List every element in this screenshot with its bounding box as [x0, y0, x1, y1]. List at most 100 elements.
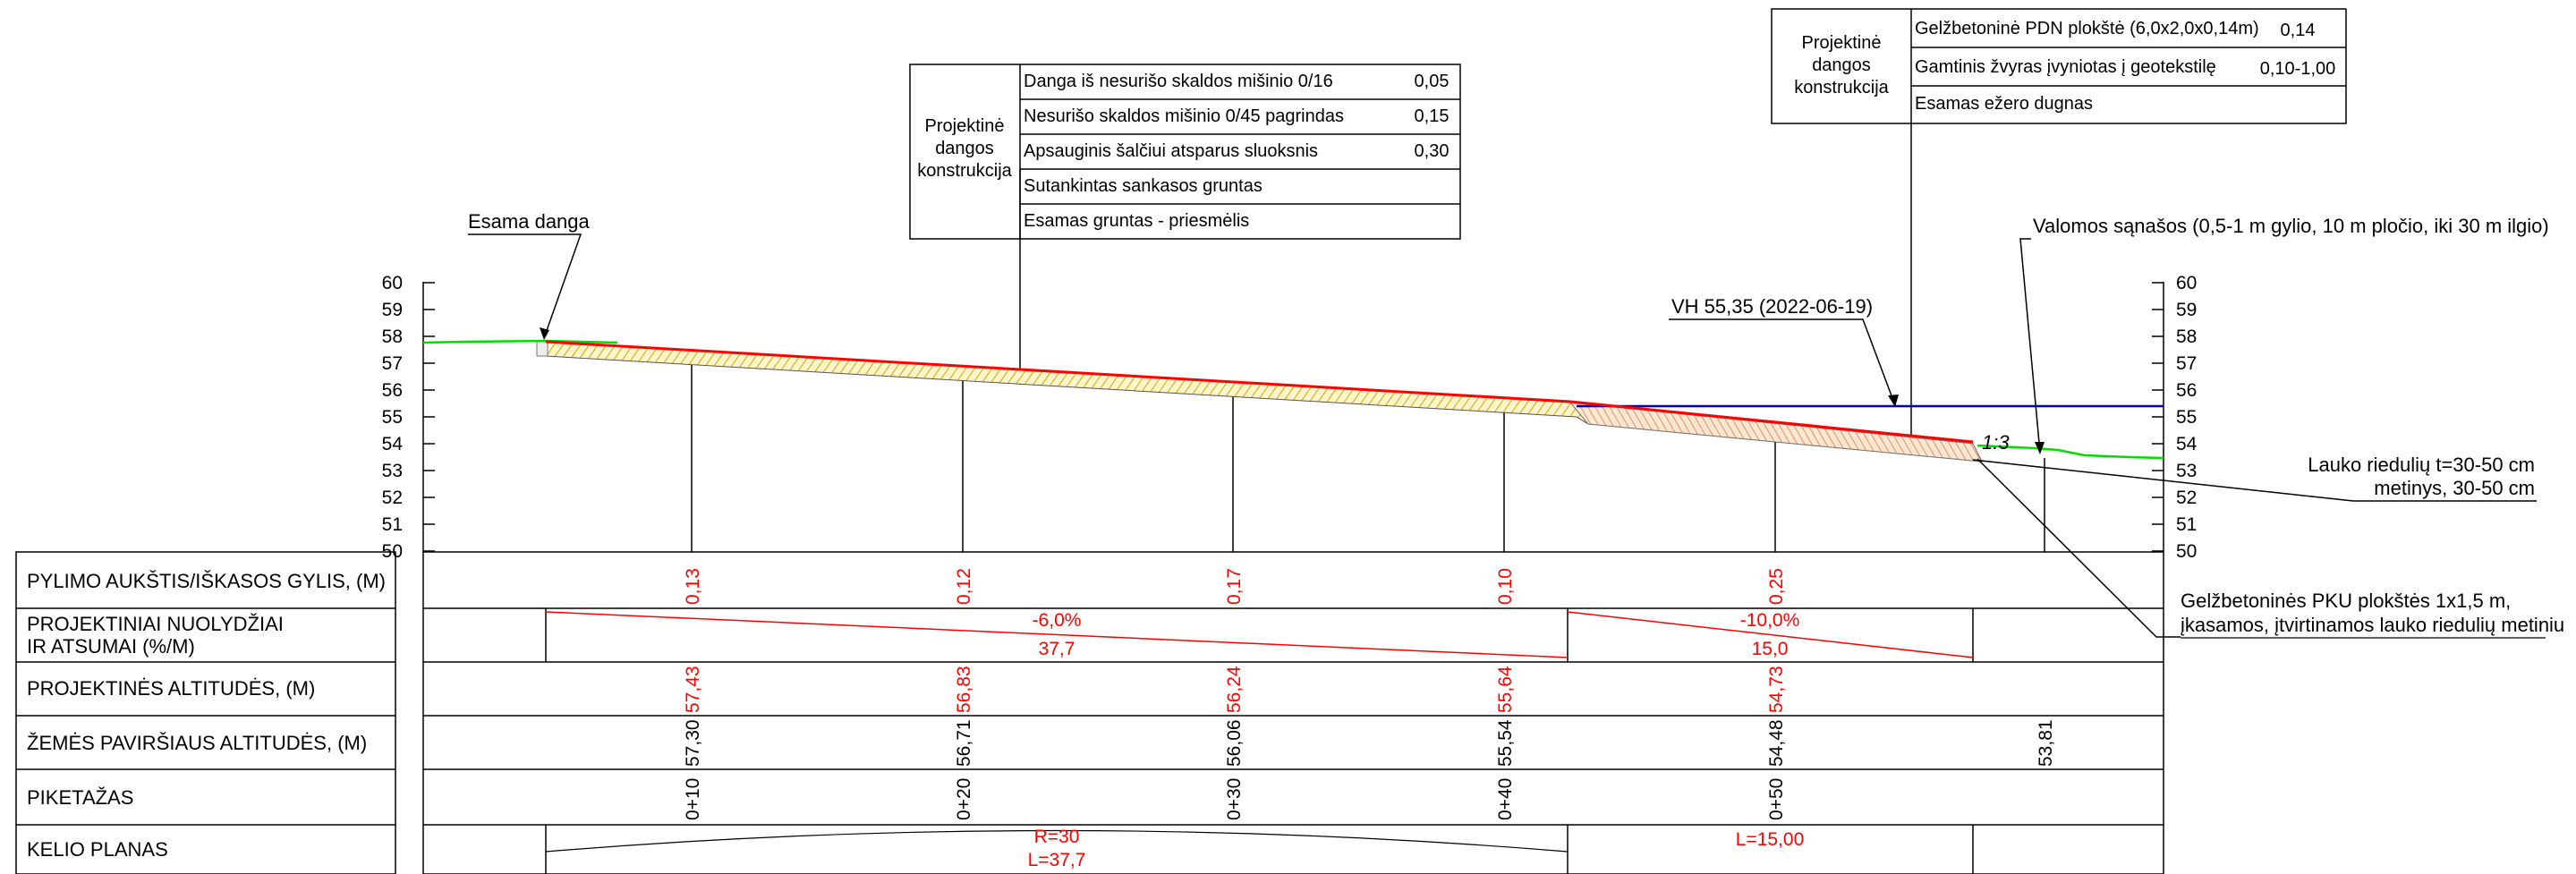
cleared-deposits-leader — [2019, 238, 2041, 454]
fill-height-value: 0,13 — [683, 568, 703, 605]
existing-ground-shape — [536, 341, 548, 357]
right-tick-53: 53 — [2176, 461, 2197, 481]
legend-middle-title-3: konstrukcija — [917, 161, 1012, 181]
legend-middle-row-1-value: 0,05 — [1415, 72, 1450, 91]
legend-middle-row-2-value: 0,15 — [1415, 106, 1450, 126]
right-tick-58: 58 — [2176, 327, 2197, 347]
water-level-label: VH 55,35 (2022-06-19) — [1671, 295, 1873, 318]
left-tick-51: 51 — [382, 514, 403, 535]
ground-altitude-value: 56,06 — [1224, 719, 1245, 767]
plan-curve — [545, 829, 1569, 853]
right-tick-50: 50 — [2176, 541, 2197, 562]
legend-middle-row-4: Sutankintas sankasos gruntas — [1024, 176, 1262, 196]
design-altitude-value: 54,73 — [1766, 666, 1787, 713]
legend-right-row-1-value: 0,14 — [2281, 21, 2316, 40]
boulders-label-1: Lauko riedulių t=30-50 cm — [2308, 454, 2535, 476]
legend-right-title-3: konstrukcija — [1794, 78, 1889, 98]
legend-middle-title-2: dangos — [935, 139, 994, 158]
slope-grade: -6,0% — [1033, 610, 1082, 631]
existing-ground-line-left — [422, 339, 618, 344]
slabs-label-2: įkasamos, įtvirtinamos lauko riedulių me… — [2181, 614, 2564, 636]
right-tick-54: 54 — [2176, 434, 2198, 454]
right-tick-60: 60 — [2176, 273, 2197, 293]
row-label-chainage: PIKETAŽAS — [27, 786, 133, 809]
fill-height-value: 0,17 — [1224, 568, 1245, 605]
legend-middle-row-5: Esamas gruntas - priesmėlis — [1024, 211, 1249, 231]
left-tick-57: 57 — [382, 353, 403, 374]
cleared-deposits-label: Valomos sąnašos (0,5-1 m gylio, 10 m plo… — [2033, 215, 2549, 237]
water-level-arrowhead — [1888, 395, 1899, 407]
legend-middle-row-1: Danga iš nesurišo skaldos mišinio 0/16 — [1024, 72, 1333, 91]
right-tick-55: 55 — [2176, 407, 2197, 428]
slope-length: 37,7 — [1039, 639, 1075, 659]
plan-length: L=37,7 — [1028, 850, 1086, 870]
station-lines — [691, 354, 2045, 552]
right-tick-52: 52 — [2176, 488, 2197, 508]
plan-length: L=15,00 — [1736, 829, 1805, 850]
ground-altitude-value: 54,48 — [1766, 719, 1787, 767]
right-tick-57: 57 — [2176, 353, 2197, 374]
left-tick-54: 54 — [382, 434, 404, 454]
left-tick-52: 52 — [382, 488, 403, 508]
chainage-value: 0+40 — [1495, 778, 1516, 820]
cleared-deposits-arrowhead — [2035, 442, 2045, 454]
legend-right-row-3: Esamas ežero dugnas — [1915, 94, 2093, 114]
design-altitude-value: 56,24 — [1224, 666, 1245, 713]
legend-middle-row-2: Nesurišo skaldos mišinio 0/45 pagrindas — [1024, 106, 1344, 126]
ground-altitude-value: 53,81 — [2036, 719, 2056, 767]
chainage-value: 0+10 — [683, 778, 703, 820]
legend-middle-title-1: Projektinė — [925, 116, 1005, 136]
design-altitude-value: 55,64 — [1495, 666, 1516, 713]
slabs-leader — [1977, 458, 2181, 638]
right-tick-59: 59 — [2176, 300, 2197, 320]
right-tick-51: 51 — [2176, 514, 2197, 535]
left-tick-58: 58 — [382, 327, 403, 347]
existing-ground-line-right — [1977, 444, 2164, 460]
plan-radius: R=30 — [1034, 827, 1080, 847]
embankment-body — [545, 341, 1983, 462]
slope-diagonal — [545, 611, 1569, 658]
left-tick-53: 53 — [382, 461, 403, 481]
profile-table-grid — [15, 551, 2164, 874]
right-tick-56: 56 — [2176, 380, 2197, 401]
legend-right — [1771, 8, 2347, 124]
existing-surface-leader — [468, 233, 582, 339]
design-altitude-value: 57,43 — [683, 666, 703, 713]
slope-label: 1:3 — [1982, 431, 2010, 454]
legend-right-row-1: Gelžbetoninė PDN plokštė (6,0x2,0x0,14m) — [1915, 19, 2259, 38]
legend-middle-row-3-value: 0,30 — [1415, 141, 1450, 161]
slabs-label-1: Gelžbetoninės PKU plokštės 1x1,5 m, — [2181, 590, 2511, 612]
row-label-fill-height: PYLIMO AUKŠTIS/IŠKASOS GYLIS, (M) — [27, 570, 386, 592]
design-grade-line — [545, 340, 1974, 444]
slope-diagonal — [1567, 611, 1974, 658]
fill-height-value: 0,25 — [1766, 568, 1787, 605]
chainage-value: 0+20 — [954, 778, 974, 820]
chainage-value: 0+50 — [1766, 778, 1787, 820]
slope-length: 15,0 — [1752, 639, 1789, 659]
design-altitude-value: 56,83 — [954, 666, 974, 713]
boulders-label-2: metinys, 30-50 cm — [2374, 477, 2535, 499]
legend-middle-row-3: Apsauginis šalčiui atsparus sluoksnis — [1024, 141, 1318, 161]
existing-surface-label: Esama danga — [468, 210, 591, 233]
ground-altitude-value: 55,54 — [1495, 719, 1516, 767]
legend-right-title-2: dangos — [1812, 55, 1871, 75]
left-tick-55: 55 — [382, 407, 403, 428]
left-tick-56: 56 — [382, 380, 403, 401]
legend-right-title-1: Projektinė — [1802, 33, 1882, 53]
right-elevation-axis — [2152, 282, 2164, 552]
row-label-road-plan: KELIO PLANAS — [27, 838, 168, 861]
water-level-leader — [1669, 318, 1896, 406]
row-label-slopes-1: PROJEKTINIAI NUOLYDŽIAI — [27, 613, 284, 635]
left-elevation-axis — [422, 282, 435, 552]
ground-altitude-value: 56,71 — [954, 719, 974, 767]
legend-right-row-2: Gamtinis žvyras įvyniotas į geotekstilę — [1915, 57, 2216, 77]
chainage-value: 0+30 — [1224, 778, 1245, 820]
legend-right-row-2-value: 0,10-1,00 — [2260, 59, 2336, 79]
ground-altitude-value: 57,30 — [683, 719, 703, 767]
left-tick-60: 60 — [382, 273, 403, 293]
slope-grade: -10,0% — [1740, 610, 1800, 631]
row-label-design-altitudes: PROJEKTINĖS ALTITUDĖS, (M) — [27, 677, 315, 700]
legend-middle — [909, 64, 1461, 240]
slab-fill-zone — [1569, 402, 1983, 462]
